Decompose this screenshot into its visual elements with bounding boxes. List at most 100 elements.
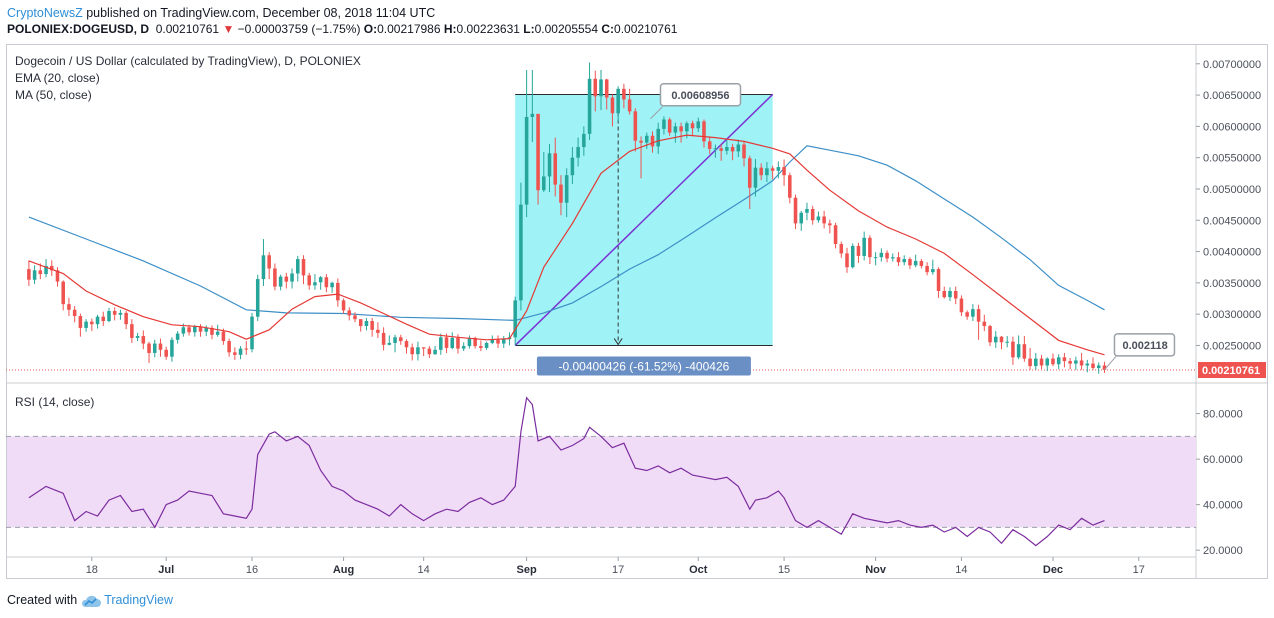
candle xyxy=(433,346,437,355)
price-tick-label: 0.00300000 xyxy=(1203,309,1261,321)
candle-body xyxy=(1056,357,1061,365)
candle xyxy=(501,336,506,348)
candle-body xyxy=(141,336,146,344)
candle xyxy=(410,343,414,361)
candle xyxy=(839,241,844,258)
candle-body xyxy=(1016,344,1021,358)
candle-body xyxy=(381,332,386,345)
candle-body xyxy=(387,342,392,345)
author-link[interactable]: CryptoNewsZ xyxy=(7,6,83,20)
candle xyxy=(1102,361,1107,373)
candle xyxy=(1051,353,1055,367)
rsi-legend: RSI (14, close) xyxy=(15,395,95,409)
candle-body xyxy=(965,312,969,317)
candle xyxy=(141,330,146,350)
candle-body xyxy=(948,290,952,298)
time-tick-label: 14 xyxy=(955,564,967,576)
candle-body xyxy=(324,277,329,288)
candle-body xyxy=(473,337,477,347)
candle xyxy=(78,313,83,337)
candle xyxy=(450,332,455,350)
candle-body xyxy=(221,331,226,342)
candle-body xyxy=(793,197,798,224)
candle xyxy=(398,334,403,345)
ohlc-line: POLONIEX:DOGEUSD, D 0.00210761 ▼ −0.0000… xyxy=(7,22,677,36)
candle xyxy=(38,263,43,280)
candle-body xyxy=(999,336,1004,343)
candle-body xyxy=(1045,358,1050,366)
candle xyxy=(44,259,48,278)
candle-body xyxy=(467,337,472,347)
measure-label-box xyxy=(536,356,751,376)
publish-line: CryptoNewsZ published on TradingView.com… xyxy=(7,6,435,20)
candle-body xyxy=(347,310,352,316)
candle xyxy=(656,122,660,154)
candle-body xyxy=(158,343,163,350)
candle xyxy=(896,252,901,266)
candle-body xyxy=(576,147,580,158)
candle-body xyxy=(32,270,37,280)
candle-body xyxy=(38,270,43,275)
candle-body xyxy=(988,326,992,343)
candle xyxy=(381,327,386,351)
candle xyxy=(215,324,220,337)
candle xyxy=(582,126,586,156)
time-tick-label: 15 xyxy=(778,564,790,576)
candle-body xyxy=(353,315,357,320)
candle-body xyxy=(273,268,277,287)
candle-body xyxy=(696,121,701,129)
candle xyxy=(644,132,649,149)
candle-body xyxy=(187,327,191,333)
candle xyxy=(479,340,483,352)
candle xyxy=(296,255,300,282)
callout-pointer xyxy=(650,106,663,120)
callout-right-box xyxy=(1113,333,1176,357)
candle-body xyxy=(444,337,449,348)
candle xyxy=(1039,354,1044,370)
candle xyxy=(725,140,729,155)
rsi-band xyxy=(7,436,1196,528)
candle-body xyxy=(67,304,71,310)
candle xyxy=(765,162,769,183)
candle xyxy=(1011,336,1015,365)
candle xyxy=(902,255,906,266)
candle-body xyxy=(296,259,300,274)
candle xyxy=(467,335,472,349)
candle-body xyxy=(1096,365,1101,368)
candle-body xyxy=(364,321,369,327)
candle xyxy=(1068,357,1072,370)
candle xyxy=(496,335,500,348)
candle-body xyxy=(982,321,987,327)
candle-body xyxy=(479,346,483,348)
candle xyxy=(130,319,134,343)
candle xyxy=(1062,352,1067,368)
candle-body xyxy=(679,126,683,132)
candle xyxy=(850,243,855,269)
candle xyxy=(822,210,826,229)
candle xyxy=(702,119,706,148)
candle-body xyxy=(135,336,140,338)
candle-body xyxy=(290,273,294,282)
candle-body xyxy=(170,339,174,357)
candle-body xyxy=(530,113,535,117)
candle xyxy=(55,267,60,287)
candle-body xyxy=(398,337,403,342)
candle xyxy=(885,250,889,263)
tradingview-link[interactable]: TradingView xyxy=(104,593,173,607)
candle xyxy=(27,260,31,286)
candle-body xyxy=(238,348,243,355)
close-label: C: xyxy=(601,22,615,36)
candle-body xyxy=(667,119,672,133)
candle xyxy=(856,242,861,263)
candle xyxy=(187,324,191,336)
candle-body xyxy=(198,326,203,332)
tradingview-cloud-icon xyxy=(82,595,102,607)
candle-body xyxy=(227,341,231,353)
candle-body xyxy=(84,321,88,328)
candle xyxy=(547,143,552,193)
candle-body xyxy=(553,153,558,185)
candle xyxy=(936,267,941,298)
candle-body xyxy=(427,348,432,355)
candle-body xyxy=(570,157,575,176)
